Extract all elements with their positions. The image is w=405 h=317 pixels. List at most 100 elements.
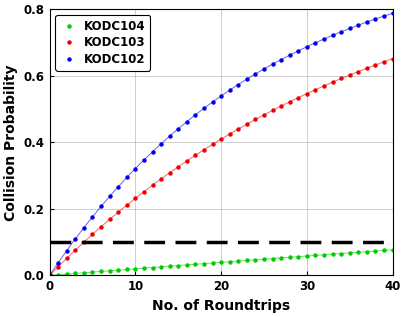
KODC102 [339,30,343,34]
KODC102 [81,226,86,230]
KODC103 [262,113,266,117]
KODC102 [133,167,138,171]
KODC103 [382,60,386,64]
KODC103 [227,132,232,136]
KODC102 [330,33,335,37]
KODC104 [98,269,103,273]
KODC103 [116,210,121,214]
KODC102 [219,94,224,98]
KODC103 [176,165,181,169]
KODC103 [107,217,112,221]
KODC104 [219,261,224,264]
KODC103 [305,92,309,95]
KODC102 [382,14,386,18]
KODC104 [202,262,207,266]
KODC104 [262,257,266,261]
KODC104 [330,252,335,256]
KODC102 [176,127,181,131]
KODC102 [227,88,232,92]
KODC104 [56,273,61,277]
KODC102 [141,158,146,162]
KODC104 [124,268,129,271]
KODC103 [193,153,198,157]
KODC103 [390,57,395,61]
KODC102 [305,45,309,49]
KODC103 [236,127,241,131]
KODC102 [167,134,172,138]
KODC102 [287,53,292,57]
KODC103 [150,183,155,187]
KODC103 [167,171,172,175]
KODC103 [322,84,326,88]
KODC102 [322,37,326,41]
KODC104 [73,272,78,275]
KODC104 [390,248,395,252]
KODC102 [116,185,121,189]
KODC103 [210,142,215,146]
Line: KODC102: KODC102 [47,11,395,278]
KODC103 [90,232,95,236]
KODC104 [339,252,343,256]
KODC103 [98,225,103,229]
KODC103 [64,256,69,260]
KODC102 [210,100,215,104]
KODC102 [124,176,129,179]
KODC102 [347,27,352,30]
KODC104 [210,261,215,265]
KODC104 [287,256,292,259]
Line: KODC104: KODC104 [47,248,395,278]
KODC103 [279,104,284,108]
KODC104 [107,269,112,273]
KODC104 [227,260,232,264]
KODC103 [356,70,361,74]
KODC103 [244,122,249,126]
KODC103 [81,240,86,244]
KODC102 [279,58,284,61]
KODC103 [124,203,129,207]
KODC104 [184,263,189,267]
KODC103 [313,88,318,92]
KODC104 [116,268,121,272]
KODC102 [159,142,164,146]
KODC102 [90,215,95,219]
KODC104 [244,259,249,262]
KODC103 [202,148,207,152]
KODC102 [98,204,103,208]
KODC103 [330,80,335,84]
KODC103 [56,265,61,269]
KODC104 [373,249,378,253]
KODC103 [159,177,164,181]
KODC104 [253,258,258,262]
KODC102 [73,237,78,241]
KODC102 [150,150,155,153]
X-axis label: No. of Roundtrips: No. of Roundtrips [152,299,290,313]
KODC102 [296,49,301,53]
KODC104 [159,265,164,269]
KODC103 [184,159,189,163]
KODC102 [193,113,198,117]
KODC104 [296,255,301,259]
KODC102 [64,249,69,253]
KODC103 [219,137,224,141]
KODC104 [356,250,361,254]
KODC103 [253,118,258,121]
KODC102 [364,20,369,24]
KODC103 [296,96,301,100]
KODC104 [382,249,386,252]
KODC102 [390,11,395,15]
KODC102 [356,23,361,27]
KODC104 [313,254,318,257]
Y-axis label: Collision Probability: Collision Probability [4,64,18,221]
KODC103 [364,66,369,70]
KODC102 [313,41,318,45]
KODC104 [270,257,275,261]
KODC104 [279,256,284,260]
KODC104 [47,274,52,277]
KODC104 [90,270,95,274]
KODC104 [364,250,369,254]
KODC103 [287,100,292,104]
KODC104 [141,266,146,270]
KODC104 [322,253,326,257]
KODC104 [236,259,241,263]
KODC104 [347,251,352,255]
